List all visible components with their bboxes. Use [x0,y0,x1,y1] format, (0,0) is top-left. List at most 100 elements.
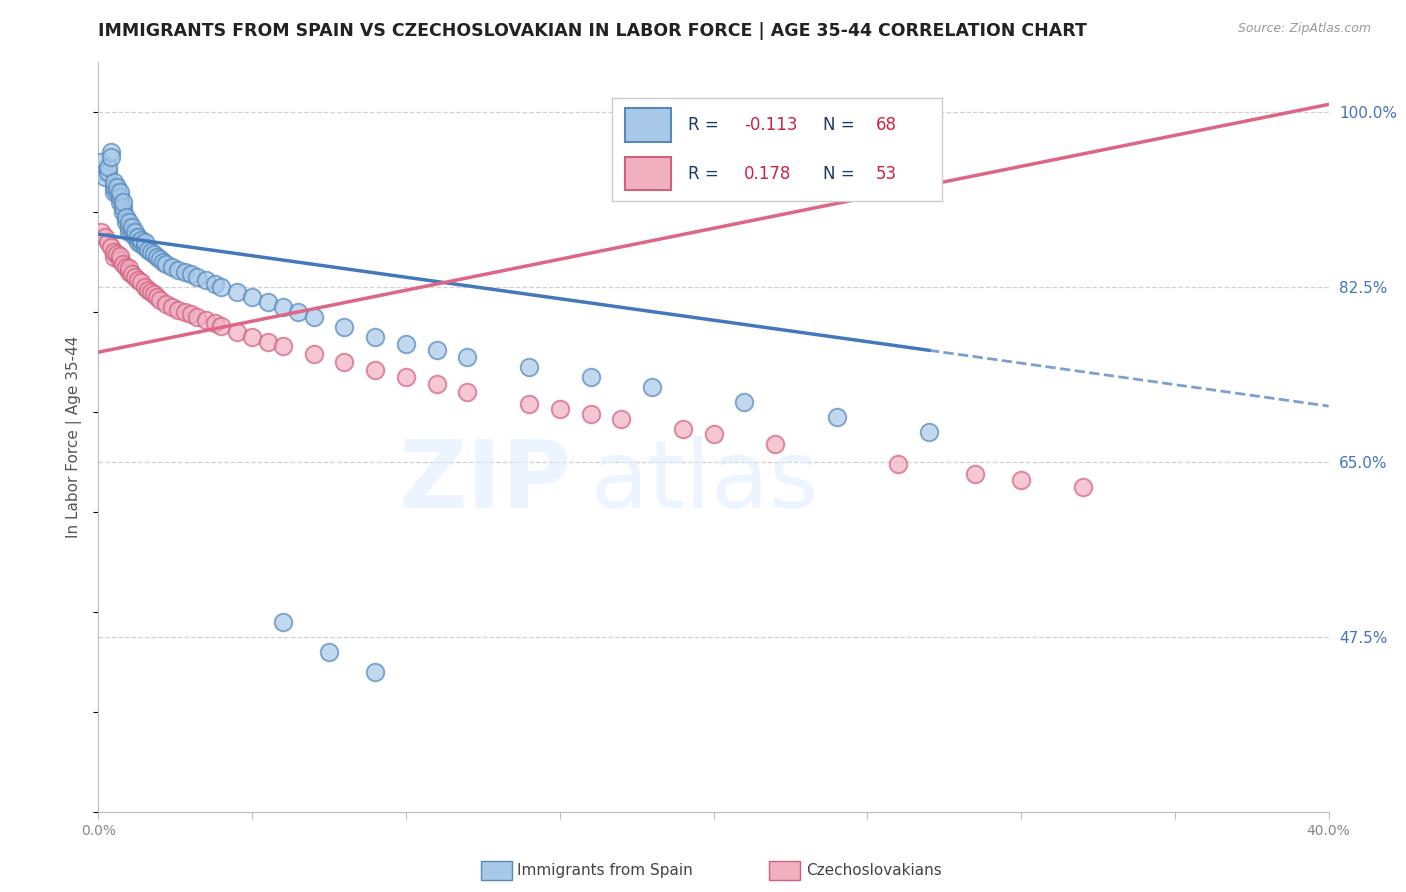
Point [112,195,135,210]
Point [127,230,149,244]
Point [167,303,190,318]
Point [287,305,309,319]
Point [149,252,172,267]
Point [103,186,125,200]
Point [240,330,263,344]
Text: ZIP: ZIP [399,436,572,528]
Point [100,240,122,254]
Point [103,175,125,189]
Point [152,255,174,269]
Point [271,615,294,629]
FancyBboxPatch shape [624,109,671,142]
Point [142,247,165,261]
Point [211,319,233,334]
Point [517,397,540,411]
Point [703,427,725,442]
Point [180,307,202,321]
Point [887,457,910,471]
Text: 0.178: 0.178 [744,164,792,183]
Point [256,335,278,350]
Text: -0.113: -0.113 [744,116,797,135]
Point [456,350,478,364]
Point [271,300,294,314]
Point [118,220,141,235]
Point [121,267,143,281]
Point [118,225,141,239]
Point [90,225,112,239]
Point [186,270,208,285]
Point [641,380,664,394]
Point [124,225,146,239]
Point [100,145,122,160]
Point [579,370,602,384]
Point [121,225,143,239]
Point [155,257,177,271]
Point [118,265,141,279]
Point [93,165,115,179]
Point [103,180,125,194]
Point [149,293,172,308]
Point [105,186,128,200]
Point [825,410,848,425]
Point [105,247,128,261]
Text: R =: R = [688,116,724,135]
Point [108,195,131,210]
Point [112,205,135,219]
Point [195,273,218,287]
Point [364,665,387,679]
Point [108,190,131,204]
Point [1010,473,1032,487]
Point [162,300,183,314]
Point [963,467,986,481]
Point [139,285,162,300]
Point [97,165,120,179]
Point [763,437,786,451]
Point [548,402,571,417]
Point [456,385,478,400]
Point [136,283,159,297]
Point [134,240,156,254]
Point [131,275,153,289]
Point [103,245,125,260]
Point [256,295,278,310]
Text: Czechoslovakians: Czechoslovakians [806,863,942,878]
Point [90,155,112,169]
Point [672,422,695,436]
Point [115,260,138,275]
Point [186,310,208,325]
Point [124,230,146,244]
Point [103,250,125,264]
Point [733,395,755,409]
Point [100,150,122,164]
Text: Source: ZipAtlas.com: Source: ZipAtlas.com [1237,22,1371,36]
FancyBboxPatch shape [624,157,671,190]
Point [127,273,149,287]
Point [131,233,153,247]
Point [162,260,183,275]
Text: atlas: atlas [591,436,818,528]
Point [426,377,449,392]
Point [127,235,149,250]
Point [364,330,387,344]
Text: N =: N = [823,164,860,183]
Point [204,277,226,292]
Point [93,230,115,244]
Point [364,363,387,377]
Point [146,290,169,304]
Text: 53: 53 [876,164,897,183]
Point [112,257,135,271]
Point [204,316,226,330]
Point [395,337,418,351]
Point [302,310,325,325]
Point [105,180,128,194]
Point [142,287,165,301]
Point [318,645,340,659]
Point [918,425,941,439]
Point [134,280,156,294]
Point [134,235,156,250]
Point [173,265,195,279]
Text: Immigrants from Spain: Immigrants from Spain [517,863,693,878]
Point [112,200,135,214]
Point [333,355,356,369]
Point [579,407,602,421]
